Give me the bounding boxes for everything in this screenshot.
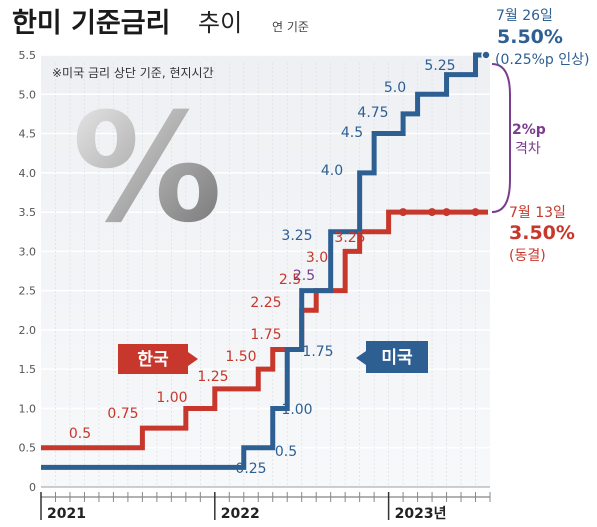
us-latest-marker bbox=[481, 50, 491, 60]
korea-point-label: 1.00 bbox=[156, 390, 187, 406]
korea-point-label: 1.50 bbox=[225, 349, 256, 365]
kr-latest-change: (동결) bbox=[509, 248, 546, 264]
korea-point-label: 3.0 bbox=[306, 250, 328, 266]
kr-latest-value: 3.50% bbox=[509, 222, 575, 244]
korea-point-label: 1.75 bbox=[250, 327, 281, 343]
us-point-label: 5.0 bbox=[384, 80, 406, 96]
korea-hold-marker bbox=[428, 208, 437, 217]
korea-hold-marker bbox=[442, 208, 451, 217]
badge-korea-label: 한국 bbox=[137, 350, 169, 370]
us-point-label: 4.5 bbox=[341, 125, 363, 141]
badge-usa: 미국 bbox=[356, 341, 428, 373]
gap-label-line2: 격차 bbox=[515, 141, 541, 157]
y-tick-label: 1.0 bbox=[19, 402, 37, 415]
y-tick-label: 3.0 bbox=[19, 245, 37, 258]
korea-point-label: 0.75 bbox=[107, 406, 138, 422]
y-tick-label: 0 bbox=[29, 481, 36, 494]
us-point-label: 3.25 bbox=[281, 228, 312, 244]
korea-point-label: 1.25 bbox=[197, 369, 228, 385]
unit-label: 연 기준 bbox=[272, 20, 309, 34]
us-latest-change: (0.25%p 인상) bbox=[495, 52, 590, 68]
y-tick-label: 5.5 bbox=[19, 49, 37, 62]
korea-point-label: 2.5 bbox=[279, 272, 301, 288]
y-tick-label: 2.5 bbox=[19, 285, 37, 298]
gap-label-line1: 2%p bbox=[512, 122, 546, 138]
korea-point-label: 3.25 bbox=[334, 230, 365, 246]
us-point-label: 4.75 bbox=[357, 105, 388, 121]
y-tick-label: 2.0 bbox=[19, 324, 37, 337]
month-gridlines bbox=[55, 63, 476, 487]
chart-subtitle: 추이 bbox=[198, 9, 242, 37]
series-layer bbox=[41, 50, 491, 470]
badge-korea: 한국 bbox=[118, 344, 198, 374]
kr-latest-date: 7월 13일 bbox=[509, 205, 566, 221]
us-point-label: 5.25 bbox=[424, 58, 455, 74]
y-tick-label: 5.0 bbox=[19, 88, 37, 101]
us-latest-value: 5.50% bbox=[497, 26, 563, 48]
point-labels: 0.5 0.75 1.00 1.25 1.50 1.75 2.25 2.5 3.0 3.25 0.2… bbox=[69, 58, 456, 477]
korea-point-label: 2.25 bbox=[250, 295, 281, 311]
gap-brace bbox=[491, 63, 511, 213]
korea-hold-marker bbox=[399, 208, 408, 217]
y-tick-label: 0.5 bbox=[19, 442, 37, 455]
y-tick-label: 3.5 bbox=[19, 206, 37, 219]
us-rate-line bbox=[41, 52, 488, 470]
us-point-label: 4.0 bbox=[321, 163, 343, 179]
plot-background bbox=[41, 55, 490, 487]
us-point-label: 2.5 bbox=[293, 268, 315, 284]
us-point-label: 0.5 bbox=[275, 444, 297, 460]
y-tick-label: 1.5 bbox=[19, 363, 37, 376]
footnote: ※미국 금리 상단 기준, 현지시간 bbox=[52, 66, 214, 80]
x-tick-label: 2021 bbox=[47, 506, 86, 522]
us-point-label: 1.75 bbox=[302, 344, 333, 360]
chart-title: 한미 기준금리 bbox=[12, 8, 170, 39]
x-axis: 2021 2022 2023년 bbox=[40, 492, 491, 522]
x-tick-label: 2023년 bbox=[395, 506, 447, 522]
badge-korea-shape bbox=[118, 344, 198, 374]
y-tick-label: 4.0 bbox=[19, 167, 37, 180]
korea-hold-marker bbox=[471, 208, 480, 217]
percent-symbol-icon: % bbox=[72, 82, 222, 256]
badge-usa-shape bbox=[356, 341, 428, 373]
korea-point-label: 0.5 bbox=[69, 426, 91, 442]
badge-usa-label: 미국 bbox=[381, 348, 413, 368]
us-point-label: 0.25 bbox=[235, 461, 266, 477]
us-point-label: 1.00 bbox=[281, 402, 312, 418]
x-tick-label: 2022 bbox=[221, 506, 260, 522]
y-tick-label: 4.5 bbox=[19, 128, 37, 141]
y-axis: 0 0.5 1.0 1.5 2.0 2.5 3.0 3.5 4.0 4.5 5.0 5.5 bbox=[19, 49, 37, 494]
us-latest-date: 7월 26일 bbox=[496, 8, 553, 24]
